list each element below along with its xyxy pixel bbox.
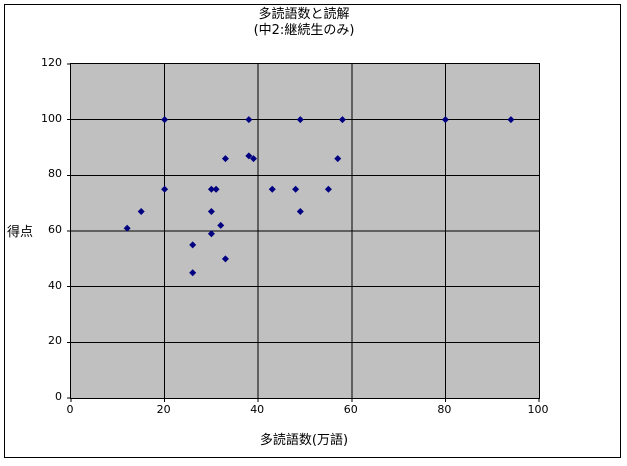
data-point (296, 208, 304, 216)
data-point (245, 116, 253, 124)
x-tick-label: 40 (250, 403, 265, 416)
data-point (441, 116, 449, 124)
data-point (334, 155, 342, 163)
y-tick-label: 100 (41, 111, 62, 125)
data-point (268, 185, 276, 193)
x-axis-title: 多読語数(万語) (259, 433, 349, 448)
data-point (207, 208, 215, 216)
chart-subtitle: (中2:継続生のみ) (253, 23, 355, 38)
data-point (207, 185, 215, 193)
y-tick-label: 60 (48, 223, 62, 236)
y-tick-label: 20 (48, 334, 62, 348)
data-point (137, 208, 145, 216)
data-point (207, 230, 215, 238)
data-point (217, 221, 225, 229)
data-point (245, 152, 253, 160)
data-point (212, 185, 220, 193)
y-tick-label: 80 (48, 167, 62, 181)
x-tick-label: 60 (343, 403, 358, 416)
data-point (507, 116, 515, 124)
chart-title: 多読語数と読解 (258, 7, 350, 22)
x-tick-label: 0 (66, 403, 74, 416)
data-point (296, 116, 304, 124)
data-point (292, 185, 300, 193)
data-point (250, 155, 258, 163)
data-point (123, 224, 131, 232)
data-point (161, 116, 169, 124)
data-point (161, 185, 169, 193)
y-tick-label: 120 (41, 56, 62, 69)
x-tick-label: 80 (437, 403, 452, 416)
y-tick-label: 40 (48, 278, 62, 292)
data-point (338, 116, 346, 124)
x-tick-label: 20 (156, 403, 171, 416)
data-point (189, 269, 197, 277)
y-tick-label: 0 (55, 390, 62, 403)
x-tick-label: 100 (527, 403, 549, 416)
plot-svg (67, 63, 540, 402)
data-point (221, 255, 229, 263)
y-axis-title: 得点 (7, 225, 34, 240)
plot-area (67, 63, 540, 402)
data-point (221, 155, 229, 163)
data-point (324, 185, 332, 193)
data-point (189, 241, 197, 249)
